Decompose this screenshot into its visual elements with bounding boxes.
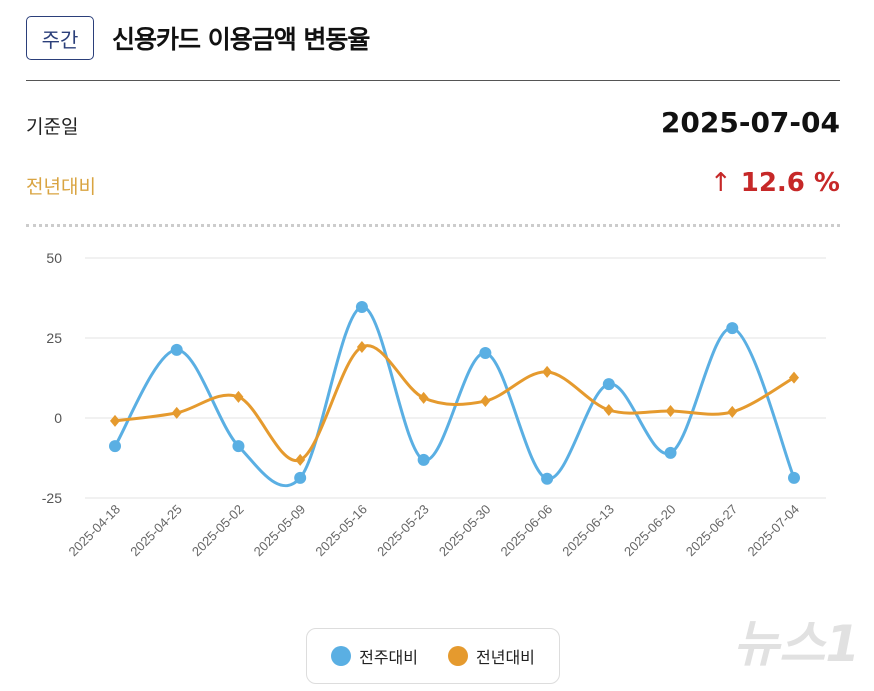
data-point[interactable] <box>295 453 306 466</box>
period-badge: 주간 <box>26 16 94 60</box>
data-point[interactable] <box>110 414 120 427</box>
data-point[interactable] <box>479 347 492 360</box>
legend-swatch <box>331 646 352 666</box>
data-point[interactable] <box>356 340 367 353</box>
data-point[interactable] <box>789 371 799 384</box>
dotted-divider <box>26 224 840 227</box>
legend-label: 전주대비 <box>359 648 418 667</box>
x-tick-label: 2025-06-27 <box>683 502 741 560</box>
y-tick-label: 25 <box>46 330 62 346</box>
x-tick-label: 2025-05-30 <box>436 502 494 560</box>
legend-item-wow[interactable]: 전주대비 <box>331 644 418 668</box>
y-tick-label: 50 <box>46 250 62 266</box>
y-tick-label: -25 <box>42 490 62 506</box>
x-tick-label: 2025-04-25 <box>127 502 185 560</box>
data-point[interactable] <box>665 404 676 417</box>
news1-logo: 뉴스1 <box>733 615 860 673</box>
data-point[interactable] <box>602 378 615 391</box>
x-tick-label: 2025-05-16 <box>312 502 370 560</box>
data-point[interactable] <box>788 471 800 484</box>
data-point[interactable] <box>232 440 245 453</box>
data-point[interactable] <box>727 405 738 418</box>
series-line <box>114 344 795 462</box>
data-point[interactable] <box>542 365 553 378</box>
data-point[interactable] <box>418 391 429 404</box>
data-point[interactable] <box>170 343 183 356</box>
x-tick-label: 2025-06-06 <box>498 502 556 560</box>
yoy-label: 전년대비 <box>26 176 96 198</box>
divider <box>26 80 840 81</box>
legend-label: 전년대비 <box>476 648 535 667</box>
x-tick-label: 2025-05-02 <box>189 502 247 560</box>
legend-swatch <box>448 646 468 666</box>
x-tick-label: 2025-05-23 <box>374 502 432 560</box>
x-tick-label: 2025-04-18 <box>65 502 123 560</box>
x-tick-label: 2025-05-09 <box>251 502 309 560</box>
yoy-value-wrap: ↑ 12.6 % <box>710 168 840 198</box>
data-point[interactable] <box>294 471 307 484</box>
data-point[interactable] <box>664 446 677 459</box>
x-tick-label: 2025-06-20 <box>621 502 679 560</box>
up-arrow-icon: ↑ <box>709 168 732 198</box>
y-tick-label: 0 <box>54 410 62 426</box>
legend-item-yoy[interactable]: 전년대비 <box>448 644 535 668</box>
data-point[interactable] <box>603 404 614 416</box>
x-tick-label: 2025-06-13 <box>559 502 617 560</box>
date-value: 2025-07-04 <box>660 106 840 139</box>
data-point[interactable] <box>109 440 121 453</box>
data-point[interactable] <box>541 472 554 485</box>
page-title: 신용카드 이용금액 변동율 <box>112 25 370 54</box>
data-point[interactable] <box>726 322 739 335</box>
data-point[interactable] <box>171 406 182 419</box>
x-tick-label: 2025-07-04 <box>744 502 802 560</box>
data-point[interactable] <box>355 300 368 313</box>
date-label: 기준일 <box>26 116 79 138</box>
legend: 전주대비 전년대비 <box>306 628 560 684</box>
data-point[interactable] <box>480 395 491 408</box>
data-point[interactable] <box>233 390 244 403</box>
yoy-value: 12.6 % <box>740 168 840 198</box>
data-point[interactable] <box>417 453 430 466</box>
